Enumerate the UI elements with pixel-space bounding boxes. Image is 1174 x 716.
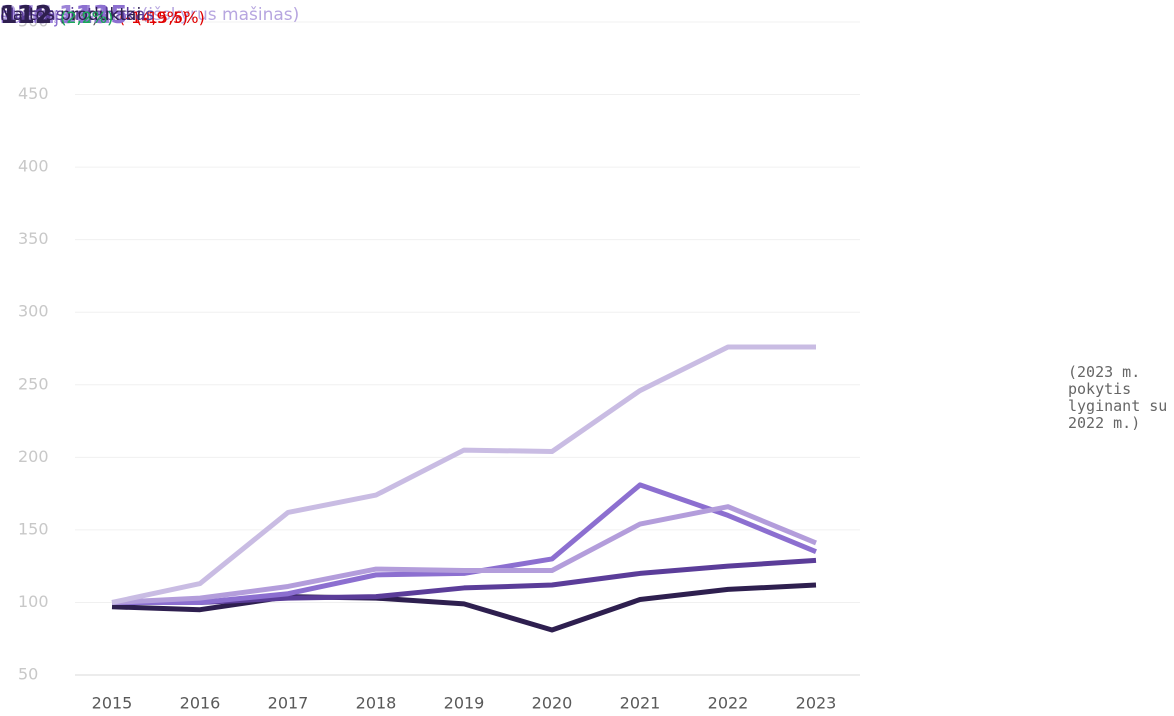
series-line (111, 504, 817, 605)
x-tick-label: 2017 (268, 694, 309, 713)
series-label: Maistas ir tabakas (0, 5, 155, 25)
value-label: 276 (0, 0, 53, 29)
series-label: Metalų gaminiai (išskyrus mašinas) (0, 5, 300, 25)
value-label-group: 276 (0%) (0, 0, 98, 33)
y-tick-label: 400 (18, 157, 49, 176)
change-label: (2,9%) (60, 8, 114, 27)
series-label: Chemija 135 (-15,5%) (0, 0, 205, 29)
y-tick-label: 200 (18, 447, 49, 466)
change-label: (-15,5%) (135, 8, 205, 27)
note: (2023 m. pokytis lyginant su 2022 m.) (1068, 363, 1168, 432)
value-label-group: 129 (2,9%) (0, 0, 113, 33)
series-line (112, 482, 817, 605)
value-label-group: 112 (2,2%) (0, 0, 113, 33)
x-tick-label: 2018 (356, 694, 397, 713)
x-tick-label: 2022 (708, 694, 749, 713)
x-tick-label: 2021 (620, 694, 661, 713)
y-tick-label: 500 (18, 12, 49, 31)
y-tick-label: 100 (18, 592, 49, 611)
series-line (111, 344, 816, 605)
change-label: (2,2%) (60, 8, 114, 27)
x-tick-label: 2016 (180, 694, 221, 713)
change-label: (0%) (60, 8, 99, 27)
y-tick-label: 300 (18, 302, 49, 321)
y-tick-label: 150 (18, 519, 49, 538)
value-label: 112 (0, 0, 53, 29)
series-label: Naftos produktai (0, 5, 142, 25)
x-tick-label: 2019 (444, 694, 485, 713)
y-tick-label: 250 (18, 374, 49, 393)
change-label: (-14,9%) (118, 8, 189, 27)
x-tick-label: 2020 (532, 694, 573, 713)
y-tick-label: 350 (18, 229, 49, 248)
y-tick-label: 450 (18, 84, 49, 103)
series-label: Baldai 141 (-14,9%) (0, 0, 189, 29)
value-label: 135 (75, 0, 128, 29)
x-tick-label: 2023 (796, 694, 837, 713)
y-tick-label: 50 (18, 665, 38, 684)
x-tick-label: 2015 (92, 694, 133, 713)
series-line (111, 582, 817, 633)
value-label: 129 (0, 0, 53, 29)
value-label: 141 (58, 0, 111, 29)
